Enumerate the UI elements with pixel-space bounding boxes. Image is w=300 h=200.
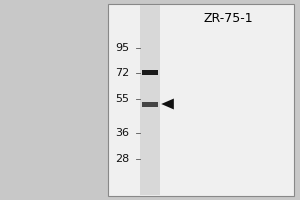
Text: 36: 36 bbox=[115, 128, 129, 138]
Bar bbox=[142, 102, 158, 106]
Text: 55: 55 bbox=[115, 94, 129, 104]
Text: 95: 95 bbox=[115, 43, 129, 53]
Text: ZR-75-1: ZR-75-1 bbox=[203, 12, 253, 25]
Polygon shape bbox=[161, 99, 174, 109]
Text: 72: 72 bbox=[115, 68, 129, 78]
Bar bbox=[108, 4, 294, 196]
Text: 28: 28 bbox=[115, 154, 129, 164]
Bar bbox=[142, 70, 158, 75]
Bar bbox=[140, 5, 160, 195]
